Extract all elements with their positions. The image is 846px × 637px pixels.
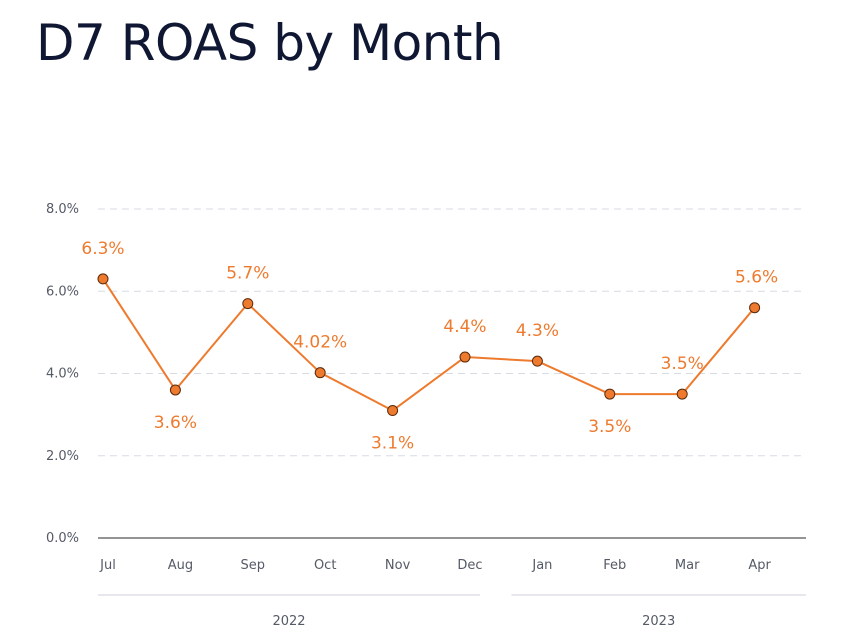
data-point <box>749 302 761 314</box>
x-tick-label: Jul <box>99 558 116 573</box>
x-tick-label: Nov <box>385 558 411 573</box>
y-tick-label: 8.0% <box>46 202 79 217</box>
data-point <box>604 388 616 400</box>
data-point <box>531 355 543 367</box>
data-label: 4.4% <box>443 317 486 337</box>
year-group-label: 2023 <box>642 614 675 629</box>
data-label: 3.5% <box>588 417 631 437</box>
data-point <box>676 388 688 400</box>
x-tick-label: Feb <box>603 558 626 573</box>
data-label: 3.1% <box>371 434 414 454</box>
x-tick-label: Dec <box>457 558 482 573</box>
x-tick-label: Mar <box>675 558 700 573</box>
y-tick-label: 6.0% <box>46 284 79 299</box>
series-line <box>102 278 756 412</box>
data-point <box>97 273 109 285</box>
x-tick-label: Sep <box>241 558 266 573</box>
x-tick-label: Jan <box>531 558 552 573</box>
chart-title: D7 ROAS by Month <box>36 14 504 72</box>
data-label: 3.6% <box>154 413 197 433</box>
data-point <box>169 384 181 396</box>
data-label: 4.02% <box>293 333 347 353</box>
y-tick-label: 0.0% <box>46 531 79 546</box>
x-tick-label: Oct <box>314 558 336 573</box>
data-label: 5.6% <box>735 268 778 288</box>
y-tick-label: 4.0% <box>46 367 79 382</box>
data-label: 6.3% <box>81 239 124 259</box>
data-label: 3.5% <box>661 354 704 374</box>
x-tick-label: Aug <box>168 558 193 573</box>
data-label: 5.7% <box>226 264 269 284</box>
data-point <box>314 367 326 379</box>
data-label: 4.3% <box>516 321 559 341</box>
data-point <box>242 298 254 310</box>
x-tick-label: Apr <box>748 558 771 573</box>
year-group-label: 2022 <box>272 614 305 629</box>
data-point <box>387 405 399 417</box>
data-point <box>459 351 471 363</box>
y-tick-label: 2.0% <box>46 449 79 464</box>
